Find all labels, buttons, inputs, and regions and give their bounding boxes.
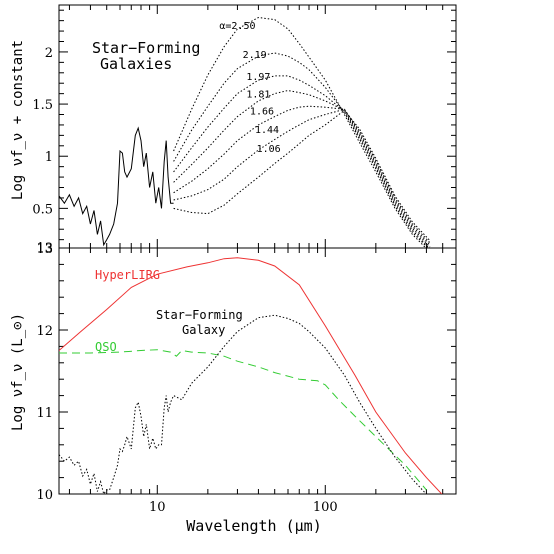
- series-line-5: [173, 108, 431, 244]
- panel-frame: [58, 247, 457, 495]
- series-line-0: [59, 257, 443, 494]
- y-tick-label: 10: [36, 488, 53, 503]
- plot-area: [59, 16, 431, 248]
- alpha-label: 2.19: [243, 50, 267, 61]
- y-tick-label: 13: [36, 241, 53, 256]
- x-tick-label: 100: [313, 500, 338, 515]
- x-tick-label: 10: [149, 500, 166, 515]
- series-line-3: [173, 89, 431, 248]
- y-tick-label: 0.5: [32, 202, 53, 217]
- series-line-1: [59, 349, 427, 491]
- series-line-2: [59, 314, 427, 494]
- figure-labels: Log νf_ν + constant Log νf_ν (L_⊙) Wavel…: [10, 39, 322, 535]
- alpha-label: 1.97: [246, 72, 270, 83]
- mir-spectrum: [59, 126, 174, 247]
- series-line-6: [173, 109, 431, 242]
- top-panel: 0.5 1 1.5 2 α=2.50 2.19 1.97 1.81 1.66 1.44 1.06: [32, 4, 457, 249]
- y-tick-label: 2: [45, 46, 53, 61]
- y-tick-label: 11: [36, 406, 53, 421]
- y-tick-label: 1.5: [32, 98, 53, 113]
- sfg-label-1: Star−Forming: [156, 308, 243, 322]
- series-line-4: [173, 105, 431, 246]
- alpha-label: 1.66: [250, 106, 274, 117]
- top-ylabel: Log νf_ν + constant: [10, 40, 26, 200]
- bottom-ylabel: Log νf_ν (L_⊙): [10, 313, 26, 431]
- plot-area: [59, 257, 443, 494]
- hyperlirg-label: HyperLIRG: [95, 268, 160, 282]
- y-tick-label: 12: [36, 324, 53, 339]
- alpha-label: 1.06: [257, 144, 281, 155]
- top-annotation-2: Galaxies: [100, 55, 172, 73]
- alpha-label: 1.81: [246, 90, 270, 101]
- alpha-label: 1.44: [255, 125, 279, 136]
- y-tick-label: 13: [36, 242, 53, 257]
- series-line-2: [173, 75, 430, 248]
- series-line-1: [173, 52, 429, 248]
- series-line-0: [173, 16, 427, 248]
- x-axis-label: Wavelength (μm): [186, 517, 321, 535]
- alpha-label: α=2.50: [219, 21, 255, 32]
- qso-label: QSO: [95, 340, 117, 354]
- y-tick-label: 1: [45, 150, 53, 165]
- top-annotation: Star−Forming: [92, 39, 200, 57]
- sfg-label-2: Galaxy: [182, 323, 225, 337]
